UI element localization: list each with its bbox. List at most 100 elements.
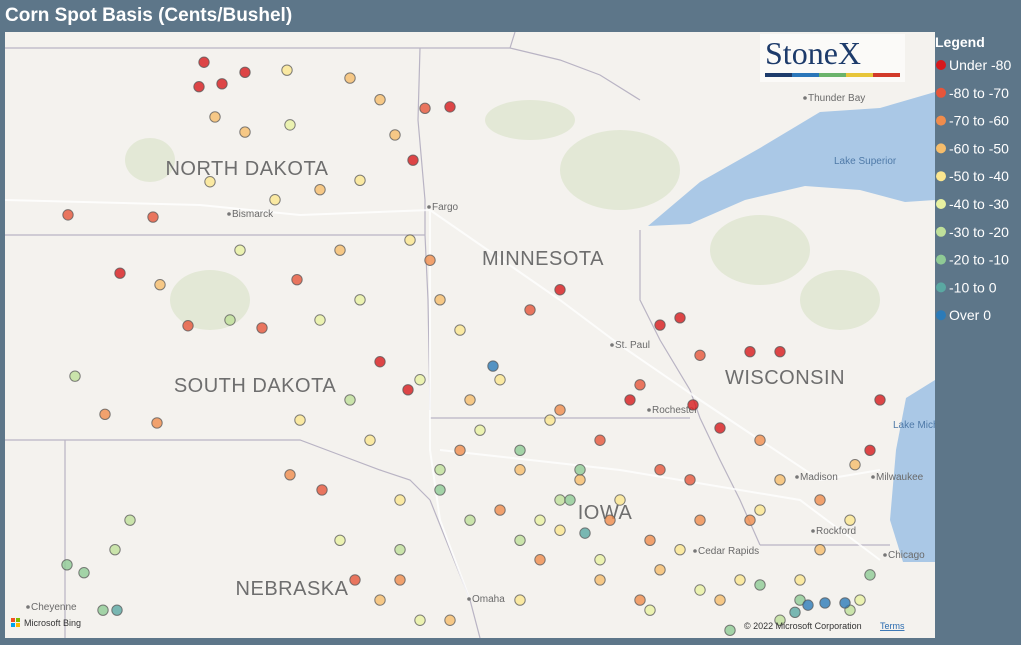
basis-point[interactable] (193, 81, 205, 93)
basis-point[interactable] (404, 234, 416, 246)
basis-point[interactable] (419, 102, 431, 115)
basis-point[interactable] (554, 404, 566, 416)
basis-point[interactable] (389, 129, 401, 141)
basis-point[interactable] (281, 64, 293, 76)
basis-point[interactable] (654, 464, 666, 476)
basis-point[interactable] (574, 464, 586, 476)
basis-point[interactable] (114, 267, 126, 279)
basis-point[interactable] (284, 119, 296, 131)
basis-point[interactable] (564, 494, 576, 506)
basis-point[interactable] (794, 594, 806, 606)
basis-point[interactable] (724, 624, 736, 637)
basis-point[interactable] (394, 543, 406, 556)
basis-point[interactable] (524, 304, 536, 316)
basis-point[interactable] (454, 444, 466, 457)
basis-point[interactable] (594, 574, 606, 586)
basis-point[interactable] (844, 514, 856, 526)
basis-point[interactable] (694, 349, 706, 361)
basis-point[interactable] (344, 72, 356, 84)
basis-point[interactable] (216, 78, 228, 90)
basis-point[interactable] (574, 474, 586, 486)
basis-point[interactable] (754, 579, 766, 591)
basis-point[interactable] (774, 345, 786, 358)
basis-point[interactable] (644, 604, 656, 616)
basis-point[interactable] (814, 543, 826, 556)
basis-point[interactable] (854, 594, 866, 606)
basis-point[interactable] (402, 384, 414, 396)
basis-point[interactable] (239, 126, 251, 138)
basis-point[interactable] (294, 414, 306, 426)
basis-point[interactable] (99, 408, 111, 421)
basis-point[interactable] (514, 594, 526, 606)
basis-point[interactable] (864, 569, 876, 581)
basis-point[interactable] (464, 514, 476, 526)
basis-point[interactable] (407, 154, 419, 166)
basis-point[interactable] (109, 543, 121, 556)
basis-point[interactable] (474, 424, 486, 436)
basis-point[interactable] (634, 594, 646, 606)
basis-point[interactable] (182, 320, 194, 332)
basis-point[interactable] (644, 534, 656, 547)
basis-point[interactable] (209, 111, 221, 123)
basis-point[interactable] (97, 604, 109, 616)
basis-point[interactable] (864, 444, 876, 457)
basis-point[interactable] (554, 284, 566, 296)
basis-point[interactable] (634, 379, 646, 391)
basis-point[interactable] (534, 514, 546, 526)
basis-point[interactable] (794, 574, 806, 586)
basis-point[interactable] (544, 414, 556, 426)
basis-point[interactable] (554, 494, 566, 506)
basis-point[interactable] (374, 356, 386, 368)
basis-point[interactable] (349, 574, 361, 586)
basis-point[interactable] (604, 514, 616, 526)
basis-point[interactable] (374, 594, 386, 606)
basis-point[interactable] (147, 211, 159, 223)
basis-point[interactable] (654, 319, 666, 331)
basis-point[interactable] (204, 176, 216, 188)
basis-point[interactable] (394, 494, 406, 506)
basis-point[interactable] (774, 614, 786, 626)
basis-point[interactable] (624, 394, 636, 406)
basis-point[interactable] (674, 312, 686, 324)
basis-point[interactable] (234, 244, 246, 256)
basis-point[interactable] (434, 484, 446, 496)
basis-point[interactable] (124, 514, 136, 526)
basis-point[interactable] (744, 345, 756, 358)
basis-point[interactable] (684, 474, 696, 486)
basis-point[interactable] (198, 56, 210, 68)
basis-point[interactable] (239, 66, 251, 79)
basis-point[interactable] (534, 554, 546, 566)
basis-point[interactable] (414, 614, 426, 626)
basis-point[interactable] (61, 559, 73, 571)
basis-point[interactable] (314, 183, 326, 196)
basis-point[interactable] (291, 273, 303, 286)
basis-point[interactable] (514, 464, 526, 476)
basis-point[interactable] (111, 604, 123, 616)
basis-point[interactable] (514, 444, 526, 457)
basis-point[interactable] (269, 194, 281, 206)
basis-point[interactable] (687, 399, 699, 411)
basis-point[interactable] (151, 417, 163, 429)
basis-point[interactable] (334, 244, 346, 256)
basis-point[interactable] (394, 574, 406, 586)
basis-point[interactable] (614, 494, 626, 506)
basis-point[interactable] (802, 599, 814, 611)
basis-point[interactable] (494, 374, 506, 386)
basis-point[interactable] (714, 594, 726, 606)
basis-point[interactable] (754, 434, 766, 446)
basis-point[interactable] (256, 322, 268, 334)
basis-point[interactable] (874, 394, 886, 406)
basis-point[interactable] (154, 279, 166, 291)
basis-point[interactable] (814, 494, 826, 506)
basis-point[interactable] (694, 584, 706, 596)
basis-point[interactable] (334, 534, 346, 547)
basis-point[interactable] (454, 324, 466, 336)
basis-point[interactable] (414, 374, 426, 386)
basis-point[interactable] (464, 394, 476, 406)
basis-point[interactable] (654, 564, 666, 576)
basis-point[interactable] (434, 464, 446, 476)
basis-point[interactable] (284, 469, 296, 481)
basis-point[interactable] (224, 314, 236, 326)
basis-point[interactable] (849, 459, 861, 471)
basis-point[interactable] (594, 434, 606, 446)
